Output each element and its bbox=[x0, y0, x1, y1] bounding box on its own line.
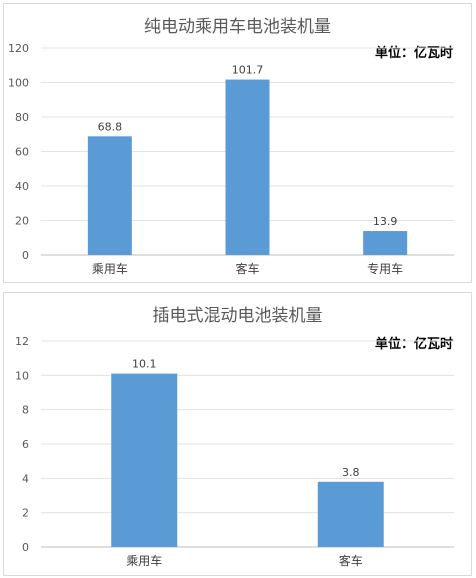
unit-label: 单位：亿瓦时 bbox=[374, 46, 453, 61]
bar bbox=[87, 136, 132, 255]
bar bbox=[111, 373, 178, 547]
y-tick-label: 60 bbox=[15, 146, 29, 159]
bar bbox=[363, 231, 408, 255]
y-tick-label: 120 bbox=[8, 42, 29, 55]
data-label: 3.8 bbox=[342, 466, 360, 479]
data-label: 13.9 bbox=[373, 215, 398, 228]
data-label: 10.1 bbox=[132, 358, 157, 371]
data-label: 68.8 bbox=[98, 120, 123, 133]
y-tick-label: 10 bbox=[15, 369, 29, 382]
chart-panel-bev: 纯电动乘用车电池装机量 单位：亿瓦时 0 20 40 60 80 100 120 68.8 乘用… bbox=[3, 3, 472, 283]
category-label: 客车 bbox=[235, 261, 259, 276]
y-tick-label: 100 bbox=[8, 77, 29, 90]
bar bbox=[317, 481, 384, 547]
category-label: 乘用车 bbox=[92, 261, 128, 276]
category-label: 乘用车 bbox=[126, 553, 162, 568]
bar-chart-bev: 0 20 40 60 80 100 120 68.8 乘用车 101.7 客车 13.9 专用车 bbox=[8, 42, 454, 276]
category-label: 客车 bbox=[339, 553, 363, 568]
y-tick-label: 0 bbox=[22, 249, 29, 262]
y-tick-label: 2 bbox=[22, 507, 29, 520]
y-tick-label: 8 bbox=[22, 404, 29, 417]
chart-title: 纯电动乘用车电池装机量 bbox=[144, 17, 331, 37]
y-tick-label: 6 bbox=[22, 438, 29, 451]
y-tick-label: 40 bbox=[15, 180, 29, 193]
y-tick-label: 12 bbox=[15, 335, 29, 348]
y-tick-label: 80 bbox=[15, 111, 29, 124]
y-tick-label: 0 bbox=[22, 541, 29, 554]
data-label: 101.7 bbox=[232, 64, 264, 77]
bar bbox=[225, 79, 270, 255]
bar-chart-phev: 0 2 4 6 8 10 12 10.1 乘用车 3.8 客车 bbox=[15, 335, 454, 568]
y-tick-label: 4 bbox=[22, 472, 29, 485]
y-tick-label: 20 bbox=[15, 215, 29, 228]
chart-panel-phev: 插电式混动电池装机量 单位：亿瓦时 0 2 4 6 8 10 12 10.1 乘用车 3.8 客车 bbox=[3, 292, 472, 576]
category-label: 专用车 bbox=[367, 261, 403, 276]
chart-title: 插电式混动电池装机量 bbox=[152, 306, 323, 326]
